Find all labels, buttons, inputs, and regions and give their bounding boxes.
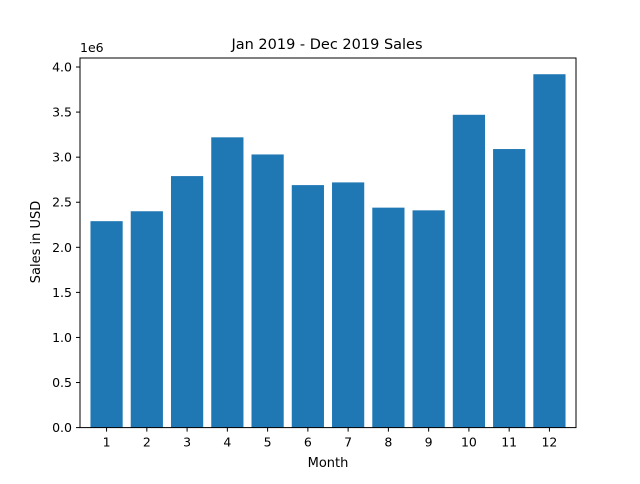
x-axis-ticks: 1 2 3 4 5 6 7 8 9 10 11 12 (103, 427, 557, 450)
bar-month-1 (90, 221, 123, 428)
y-tick-label: 0.5 (52, 375, 72, 390)
x-tick-label: 3 (183, 435, 191, 450)
bar-month-3 (170, 176, 204, 428)
x-tick-label: 10 (461, 435, 477, 450)
y-tick-label: 3.5 (52, 105, 72, 120)
y-tick-label: 1.0 (52, 330, 72, 345)
x-tick-label: 5 (264, 435, 272, 450)
y-tick-label: 3.0 (52, 150, 72, 165)
bar-month-2 (130, 211, 163, 428)
bars-group (90, 74, 566, 428)
x-axis-label: Month (308, 456, 349, 471)
x-tick-label: 11 (501, 435, 517, 450)
bar-month-11 (493, 149, 526, 428)
y-axis-offset-label: 1e6 (80, 40, 104, 55)
bar-month-5 (251, 154, 284, 428)
x-tick-label: 7 (344, 435, 352, 450)
y-tick-label: 4.0 (52, 60, 72, 75)
x-tick-label: 4 (223, 435, 231, 450)
bar-month-8 (372, 207, 405, 428)
y-tick-label: 0.0 (52, 420, 72, 435)
bar-month-9 (412, 210, 445, 428)
bar-month-7 (332, 182, 365, 428)
x-tick-label: 6 (304, 435, 312, 450)
y-axis-label: Sales in USD (29, 201, 44, 284)
y-tick-label: 2.5 (52, 195, 72, 210)
axes-group (79, 57, 577, 429)
x-tick-label: 8 (384, 435, 392, 450)
bar-month-4 (211, 137, 244, 428)
chart-title: Jan 2019 - Dec 2019 Sales (230, 37, 422, 53)
x-tick-label: 12 (541, 435, 557, 450)
y-tick-label: 2.0 (52, 240, 72, 255)
y-tick-label: 1.5 (52, 285, 72, 300)
x-tick-label: 9 (425, 435, 433, 450)
bar-month-12 (533, 74, 566, 428)
bar-month-10 (452, 114, 486, 428)
plot-frame (79, 57, 577, 429)
bar-month-6 (291, 185, 324, 428)
x-tick-label: 2 (143, 435, 151, 450)
x-tick-label: 1 (103, 435, 111, 450)
y-axis-ticks: 0.0 0.5 1.0 1.5 2.0 2.5 3.0 3.5 4.0 (52, 60, 80, 435)
